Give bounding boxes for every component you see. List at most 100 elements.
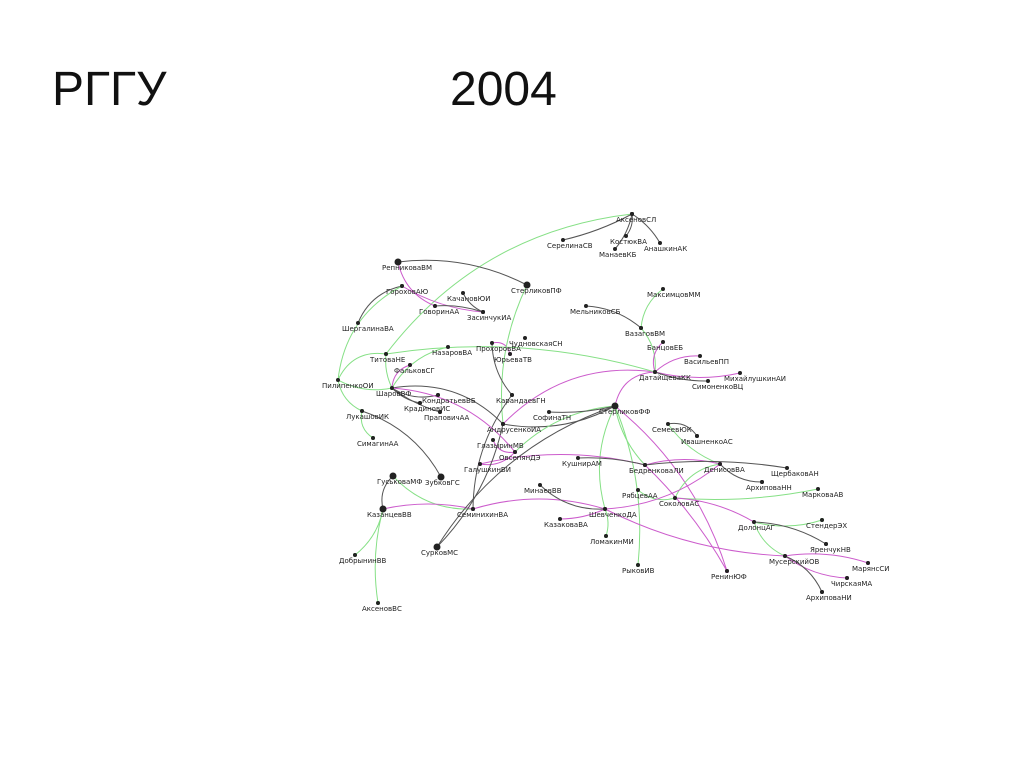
node [471, 507, 475, 511]
edge [391, 387, 441, 413]
edge [357, 285, 403, 324]
edge [674, 497, 755, 523]
edge [472, 394, 513, 510]
node [384, 352, 388, 356]
node [824, 542, 828, 546]
node-label: МинаевВВ [524, 487, 562, 495]
edge [753, 521, 786, 557]
node-label: МаксимцовММ [647, 291, 701, 299]
node [673, 496, 677, 500]
node-label: ЛомакинМИ [590, 538, 634, 546]
node-label: БанцовЕБ [647, 344, 683, 352]
node-label: ПилипенкоОИ [322, 382, 374, 390]
node-label: РенинЮФ [711, 573, 747, 581]
edge [559, 508, 606, 520]
node [360, 409, 364, 413]
node-label: ЛукашовИК [346, 413, 389, 421]
node-label: ПраповичАА [424, 414, 469, 422]
node [438, 410, 442, 414]
node [353, 553, 357, 557]
edge [604, 508, 786, 557]
edge [637, 489, 676, 501]
node-label: ГалушкинВИ [464, 466, 511, 474]
node-label: СеминихинВА [457, 511, 508, 519]
node [523, 281, 531, 289]
edge [391, 346, 449, 389]
node [738, 371, 742, 375]
node [630, 212, 634, 216]
node [695, 434, 699, 438]
edge [674, 463, 721, 499]
edge [753, 521, 827, 545]
edge [360, 410, 374, 439]
node-label: ТитоваНЕ [369, 356, 405, 364]
edge [784, 553, 869, 564]
edge [644, 460, 788, 469]
node [752, 520, 756, 524]
node [783, 554, 787, 558]
edge [719, 463, 763, 483]
edge [514, 405, 616, 453]
node-label: КачановЮИ [447, 295, 490, 303]
node-label: СерелинаСВ [547, 242, 593, 250]
edge [674, 488, 819, 500]
node-label: АрхиповаНИ [806, 594, 852, 602]
node-label: ГороховАЮ [386, 288, 429, 296]
edge [392, 475, 474, 510]
node-label: СимагинАА [357, 440, 399, 448]
node-label: ДолонцАГ [738, 524, 775, 532]
node [376, 601, 380, 605]
edge [614, 213, 633, 250]
node-label: ВасильевПП [684, 358, 729, 366]
edge [784, 555, 823, 593]
node [698, 354, 702, 358]
node-label: ШевченкоДА [589, 511, 637, 519]
edge [382, 503, 474, 510]
node-label: КрадиновИС [404, 405, 450, 413]
node [523, 336, 527, 340]
node [611, 402, 619, 410]
edge [492, 439, 516, 453]
node-label: ДатайщеваКК [639, 374, 691, 382]
edge [491, 342, 511, 355]
edge [614, 405, 728, 572]
node [356, 321, 360, 325]
edge [784, 555, 848, 579]
node-label: ЗубковГС [425, 479, 460, 487]
node [508, 352, 512, 356]
edge [502, 405, 616, 428]
node-label: ФальковСГ [394, 367, 435, 375]
edge [652, 341, 664, 373]
node [706, 379, 710, 383]
node [433, 543, 441, 551]
node-label: ЗасинчукИА [467, 314, 511, 322]
node-label: ЧирскаяМА [831, 580, 872, 588]
node [408, 363, 412, 367]
node-label: АндрусенкоИА [487, 426, 541, 434]
node-label: КазаковаВА [544, 521, 588, 529]
node-label: ВазаговВМ [625, 330, 665, 338]
node [613, 247, 617, 251]
edge [501, 284, 528, 425]
node-label: ИвашненкоАС [681, 438, 733, 446]
edge [491, 342, 513, 396]
node [513, 450, 517, 454]
edge [472, 498, 606, 510]
edge [667, 422, 698, 437]
edge [436, 423, 504, 548]
node-label: МельниковСБ [570, 308, 621, 316]
node [446, 345, 450, 349]
node-label: СтерликовПФ [511, 287, 562, 295]
node-label: СимоненкоВЦ [692, 383, 744, 391]
node [636, 563, 640, 567]
edge [479, 451, 516, 466]
node [390, 386, 394, 390]
node-label: КазанцевВВ [367, 511, 412, 519]
edge [337, 352, 387, 381]
edge [585, 305, 642, 329]
slide-year: 2004 [450, 63, 557, 116]
node [481, 310, 485, 314]
node [666, 422, 670, 426]
